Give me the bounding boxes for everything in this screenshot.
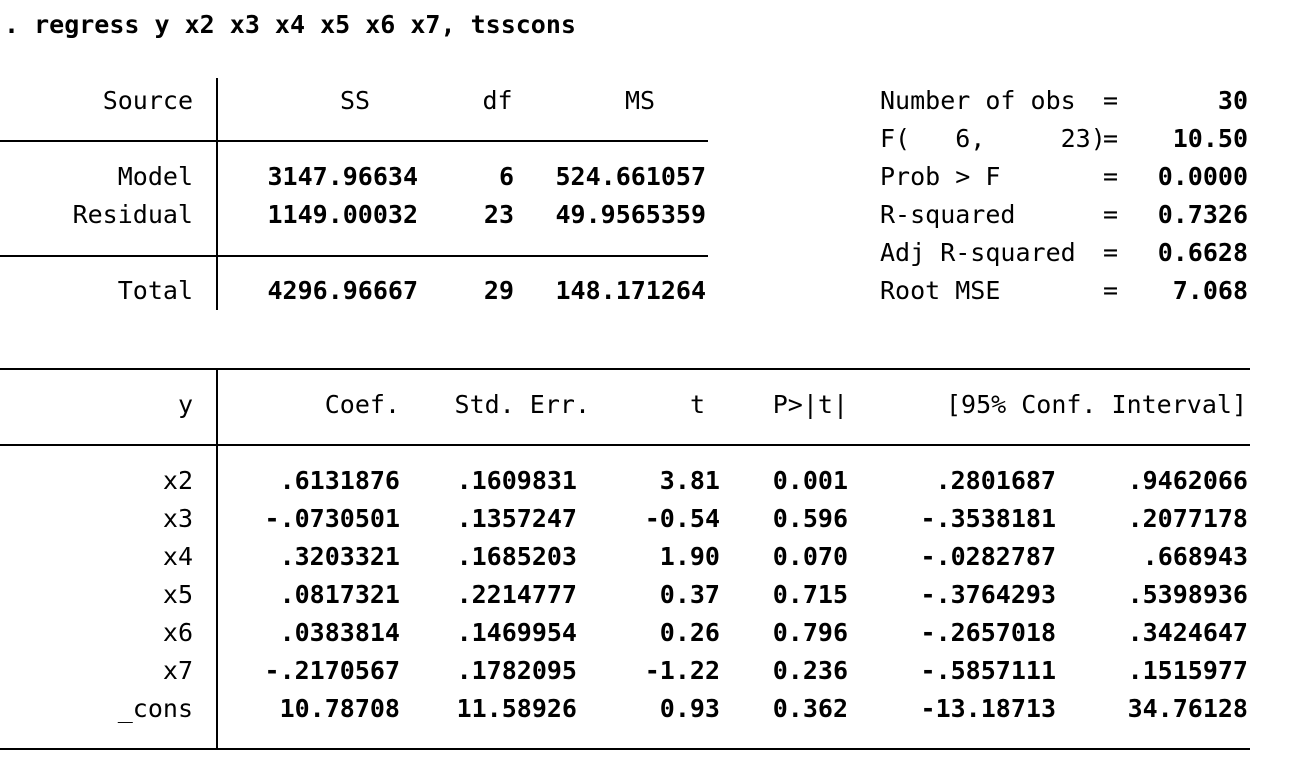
coef-header-se: Std. Err. — [454, 390, 590, 419]
stat-value: 0.0000 — [1157, 162, 1248, 191]
coef-ci-low: -.5857111 — [920, 656, 1056, 685]
anova-df: 29 — [483, 276, 514, 305]
coef-p: 0.596 — [772, 504, 848, 533]
coef-top-rule — [0, 368, 1250, 370]
stat-label: F( 6, 23) — [880, 124, 1106, 153]
anova-ms: 49.9565359 — [555, 200, 706, 229]
stat-value: 30 — [1217, 86, 1248, 115]
coef-value: .3203321 — [279, 542, 400, 571]
coef-t: 0.26 — [659, 618, 720, 647]
coef-ci-low: -13.18713 — [920, 694, 1056, 723]
coef-ci-low: -.0282787 — [920, 542, 1056, 571]
stat-equals: = — [1103, 200, 1119, 229]
coef-p: 0.715 — [772, 580, 848, 609]
coef-se: .1357247 — [456, 504, 577, 533]
coef-p: 0.236 — [772, 656, 848, 685]
stat-label: R-squared — [880, 200, 1016, 229]
anova-header-ms: MS — [624, 86, 656, 115]
coef-ci-low: -.3764293 — [920, 580, 1056, 609]
stat-equals: = — [1103, 238, 1119, 267]
stat-value: 0.7326 — [1157, 200, 1248, 229]
coef-var: _cons — [117, 694, 193, 723]
coef-t: 0.37 — [659, 580, 720, 609]
coef-var: x7 — [162, 656, 193, 685]
stat-label: Adj R-squared — [880, 238, 1076, 267]
stat-value: 7.068 — [1172, 276, 1248, 305]
coef-ci-high: .1515977 — [1127, 656, 1248, 685]
coef-se: .2214777 — [456, 580, 577, 609]
stat-label: Number of obs — [880, 86, 1076, 115]
coef-ci-high: .3424647 — [1127, 618, 1248, 647]
coef-t: 3.81 — [659, 466, 720, 495]
coef-t: 1.90 — [659, 542, 720, 571]
coef-var: x2 — [162, 466, 193, 495]
anova-header-source: Source — [102, 86, 193, 115]
coef-ci-low: .2801687 — [935, 466, 1056, 495]
anova-ss: 1149.00032 — [267, 200, 418, 229]
stat-equals: = — [1103, 162, 1119, 191]
anova-ms: 148.171264 — [555, 276, 706, 305]
stat-value: 0.6628 — [1157, 238, 1248, 267]
anova-total-rule — [0, 255, 708, 257]
anova-source: Residual — [72, 200, 193, 229]
anova-source: Model — [117, 162, 193, 191]
coef-p: 0.796 — [772, 618, 848, 647]
coef-p: 0.001 — [772, 466, 848, 495]
coef-value: 10.78708 — [279, 694, 400, 723]
stat-value: 10.50 — [1172, 124, 1248, 153]
coef-ci-low: -.3538181 — [920, 504, 1056, 533]
coef-value: .0383814 — [279, 618, 400, 647]
coef-p: 0.070 — [772, 542, 848, 571]
coef-se: .1609831 — [456, 466, 577, 495]
coef-header-coef: Coef. — [324, 390, 400, 419]
coef-header-ci: [95% Conf. Interval] — [945, 390, 1247, 419]
coef-var: x5 — [162, 580, 193, 609]
anova-header-ss: SS — [339, 86, 371, 115]
coef-var: x6 — [162, 618, 193, 647]
stat-equals: = — [1103, 276, 1119, 305]
anova-source: Total — [117, 276, 193, 305]
anova-ss: 3147.96634 — [267, 162, 418, 191]
coef-value: -.0730501 — [264, 504, 400, 533]
coef-header-t: t — [689, 390, 705, 419]
coef-ci-high: .2077178 — [1127, 504, 1248, 533]
anova-ms: 524.661057 — [555, 162, 706, 191]
stat-equals: = — [1103, 124, 1119, 153]
anova-header-rule — [0, 140, 708, 142]
coef-t: -1.22 — [644, 656, 720, 685]
coef-value: .0817321 — [279, 580, 400, 609]
coef-value: -.2170567 — [264, 656, 400, 685]
coef-t: 0.93 — [659, 694, 720, 723]
coef-ci-high: .5398936 — [1127, 580, 1248, 609]
anova-ss: 4296.96667 — [267, 276, 418, 305]
stat-label: Prob > F — [880, 162, 1001, 191]
coef-ci-high: .9462066 — [1127, 466, 1248, 495]
stat-label: Root MSE — [880, 276, 1001, 305]
coef-vertical-rule — [216, 368, 218, 750]
coef-se: .1782095 — [456, 656, 577, 685]
anova-header-df: df — [482, 86, 513, 115]
anova-df: 23 — [483, 200, 514, 229]
command-line: . regress y x2 x3 x4 x5 x6 x7, tsscons — [4, 10, 576, 39]
coef-p: 0.362 — [772, 694, 848, 723]
coef-var: x3 — [162, 504, 193, 533]
coef-bottom-rule — [0, 748, 1250, 750]
coef-ci-high: .668943 — [1142, 542, 1248, 571]
coef-t: -0.54 — [644, 504, 720, 533]
coef-header-var: y — [177, 390, 193, 419]
coef-se: .1685203 — [456, 542, 577, 571]
coef-se: .1469954 — [456, 618, 577, 647]
anova-vertical-rule — [216, 78, 218, 310]
coef-value: .6131876 — [279, 466, 400, 495]
stat-equals: = — [1103, 86, 1119, 115]
coef-var: x4 — [162, 542, 193, 571]
coef-ci-high: 34.76128 — [1127, 694, 1248, 723]
anova-df: 6 — [498, 162, 514, 191]
coef-se: 11.58926 — [456, 694, 577, 723]
coef-header-rule — [0, 444, 1250, 446]
coef-ci-low: -.2657018 — [920, 618, 1056, 647]
coef-header-p: P>|t| — [772, 390, 848, 419]
